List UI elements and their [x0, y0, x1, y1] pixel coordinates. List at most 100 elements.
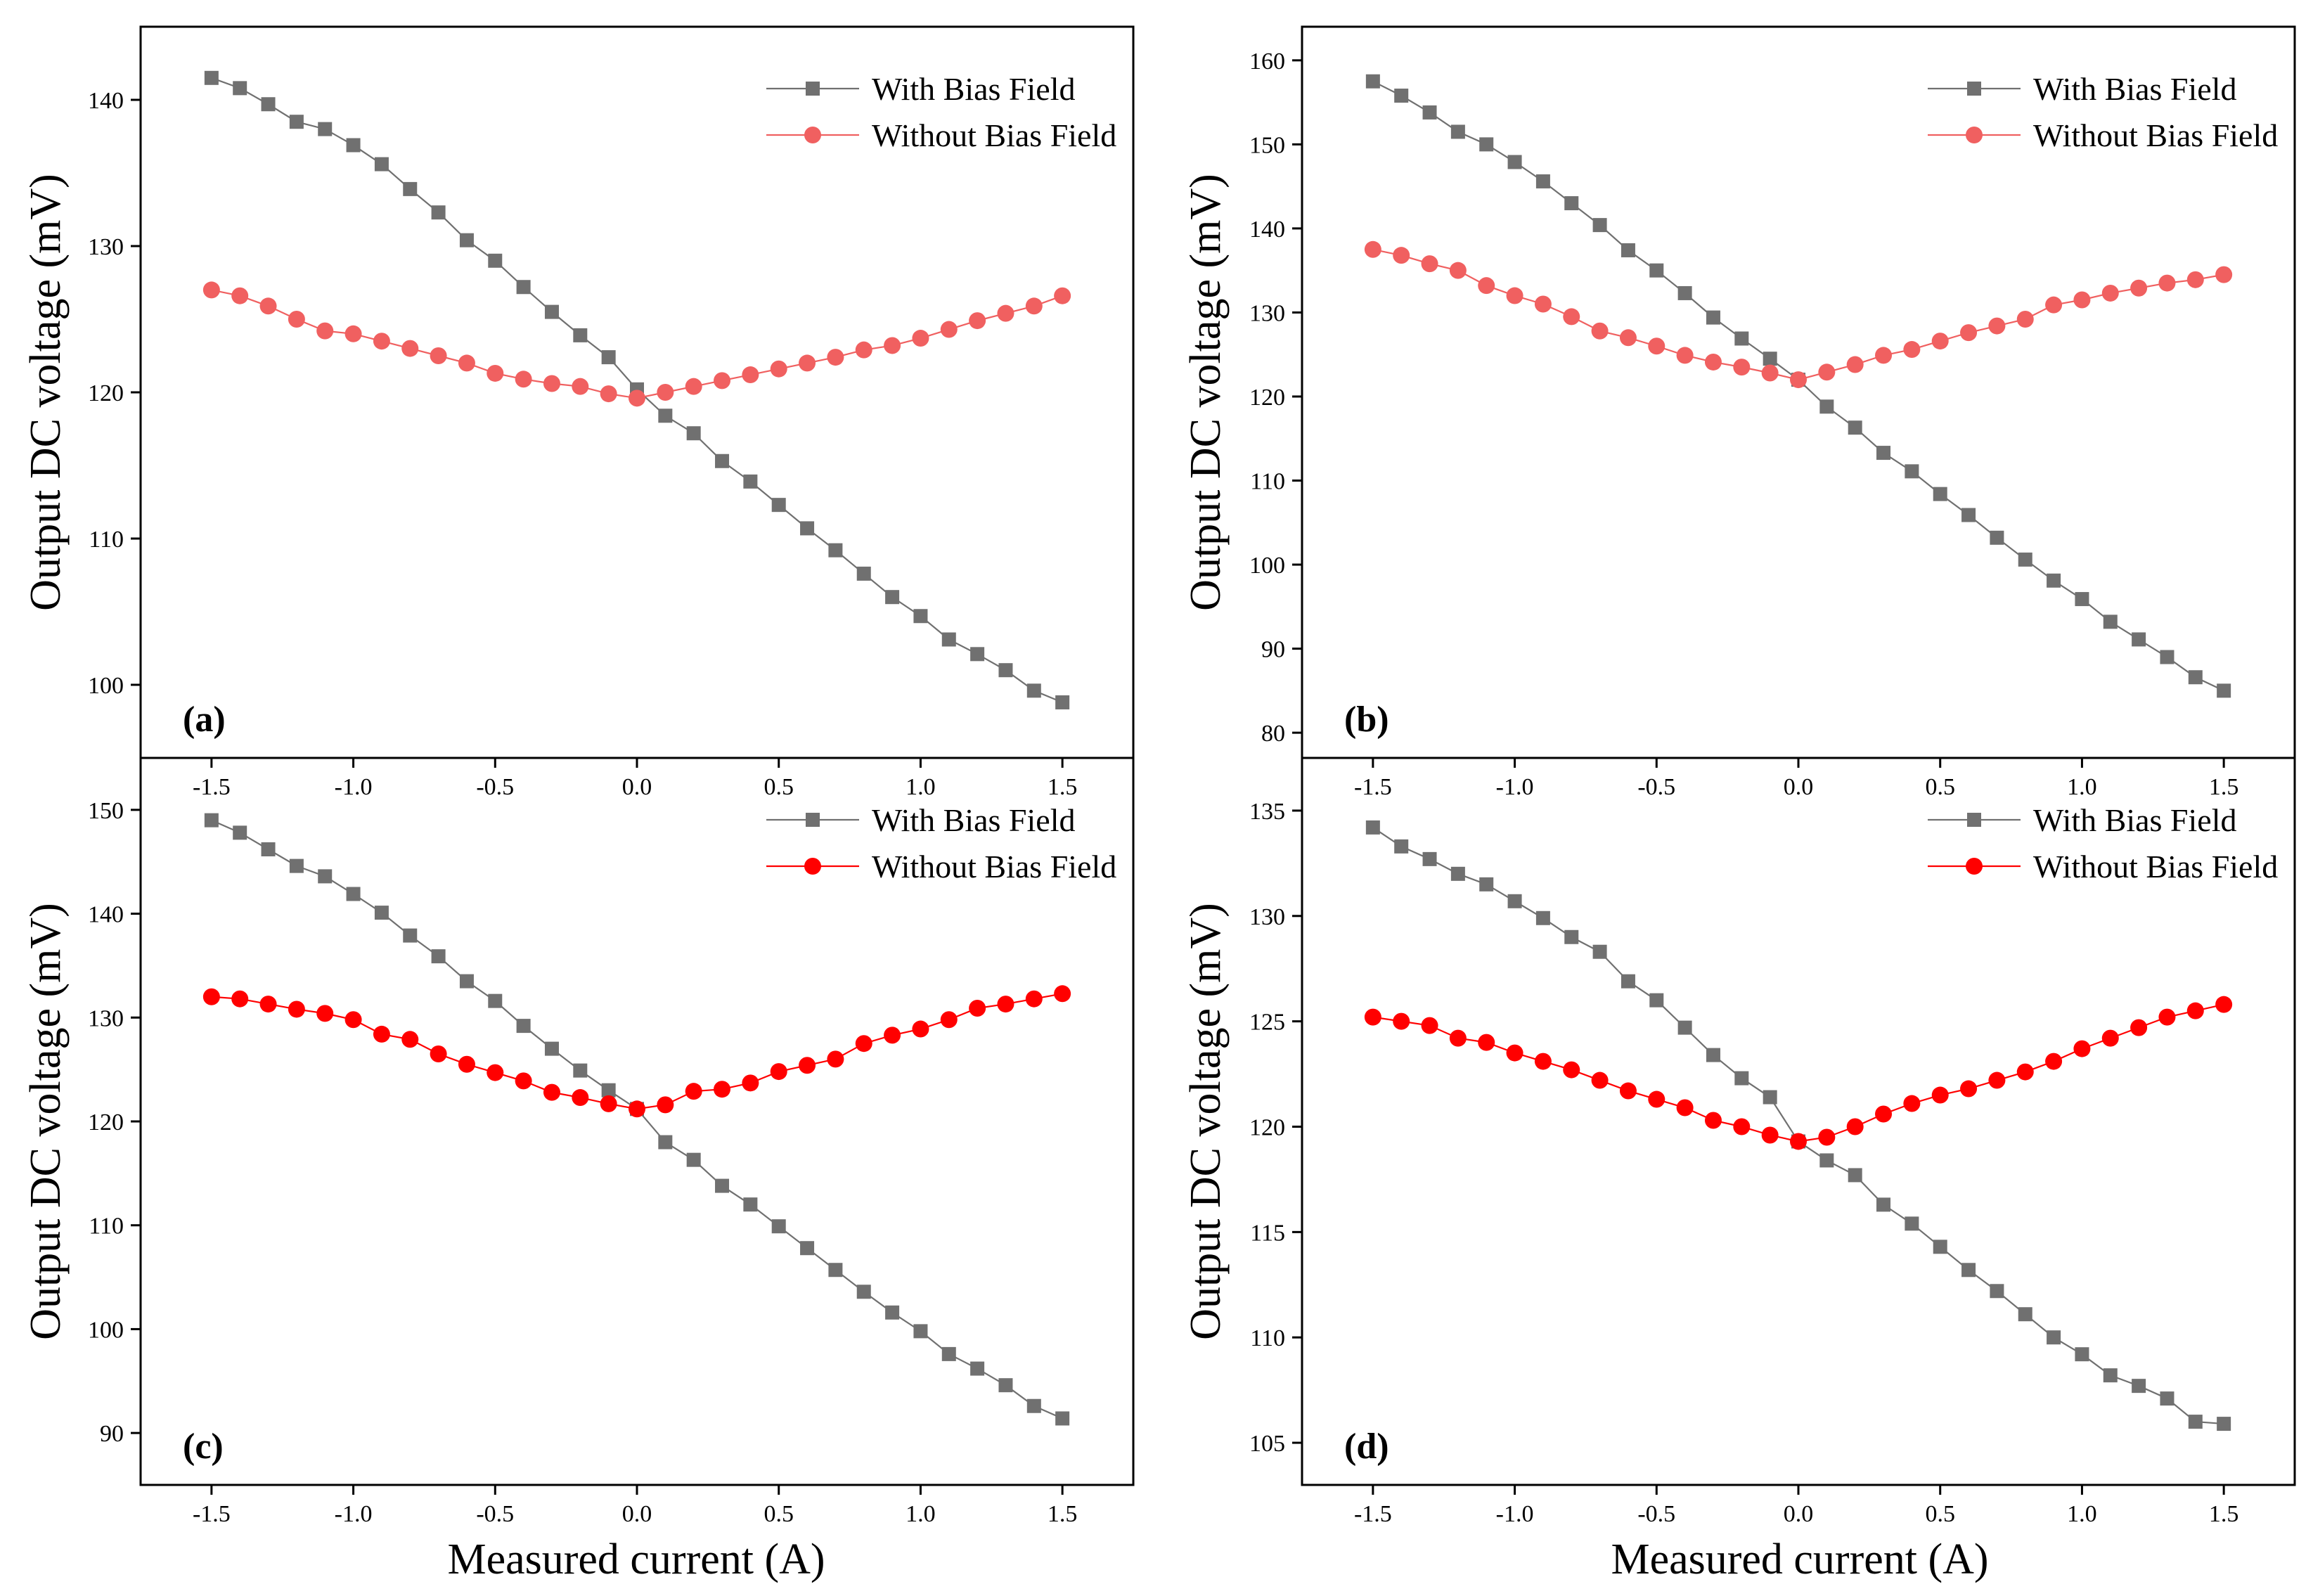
data-point-without-bias	[1619, 329, 1637, 347]
data-point-without-bias	[259, 996, 277, 1013]
data-point-without-bias	[288, 311, 305, 328]
data-point-with-bias	[2018, 552, 2032, 567]
x-tick-label: 0.5	[764, 1501, 794, 1527]
data-point-without-bias	[401, 1031, 419, 1048]
data-point-without-bias	[1818, 1128, 1836, 1146]
data-point-without-bias	[685, 378, 702, 395]
data-point-with-bias	[1479, 877, 1494, 892]
x-axis-title-right: Measured current (A)	[1611, 1536, 1988, 1583]
y-tick-label: 100	[88, 1317, 124, 1343]
y-tick-label: 90	[1261, 637, 1285, 663]
data-point-with-bias	[2103, 614, 2118, 629]
x-tick-label: 1.0	[2067, 774, 2097, 800]
y-tick-label: 105	[1249, 1431, 1285, 1457]
x-tick-label: 1.5	[1048, 774, 1078, 800]
data-point-without-bias	[1648, 337, 1666, 355]
x-tick-label: 1.5	[1048, 1501, 1078, 1527]
y-tick-label: 110	[1250, 469, 1285, 495]
legend-label: Without Bias Field	[2033, 117, 2278, 153]
data-point-without-bias	[1421, 255, 1438, 273]
data-point-without-bias	[373, 1025, 390, 1043]
data-point-with-bias	[1990, 530, 2004, 545]
data-point-without-bias	[1364, 240, 1381, 258]
data-point-without-bias	[1563, 1061, 1580, 1079]
y-tick-label: 120	[1249, 385, 1285, 411]
data-point-without-bias	[487, 364, 504, 382]
y-tick-label: 130	[1249, 904, 1285, 930]
data-point-without-bias	[2101, 284, 2119, 302]
data-point-with-bias	[318, 869, 333, 884]
y-tick-label: 110	[89, 1214, 124, 1240]
data-point-without-bias	[344, 325, 362, 342]
data-point-with-bias	[459, 233, 474, 247]
data-point-with-bias	[233, 825, 247, 840]
data-point-without-bias	[1393, 1012, 1410, 1030]
x-tick-label: -0.5	[1637, 1501, 1675, 1527]
data-point-without-bias	[1818, 363, 1836, 381]
data-point-with-bias	[374, 906, 389, 920]
x-tick-label: -0.5	[476, 774, 514, 800]
x-tick-label: 0.5	[764, 774, 794, 800]
data-point-without-bias	[912, 1020, 929, 1038]
data-point-with-bias	[686, 1152, 701, 1167]
y-axis-title-bottom-left: Output DC voltage (mV)	[22, 903, 70, 1340]
data-point-without-bias	[1676, 347, 1694, 364]
data-point-with-bias	[1365, 820, 1380, 835]
x-tick-label: 1.0	[2067, 1501, 2097, 1527]
data-point-with-bias	[233, 81, 247, 96]
data-point-with-bias	[1649, 263, 1664, 278]
data-point-without-bias	[401, 340, 419, 357]
chart-panel-d: -1.5 -1.0 -0.5 0.0 0.5 1.0 1.5 105 110 115 120 125 1…	[1249, 757, 2296, 1527]
x-tick-label: -0.5	[1637, 774, 1675, 800]
data-point-with-bias	[856, 566, 871, 581]
data-point-without-bias	[316, 322, 334, 340]
data-point-without-bias	[1393, 247, 1410, 264]
data-point-with-bias	[658, 1135, 673, 1150]
data-point-without-bias	[997, 304, 1014, 322]
data-point-without-bias	[2045, 1053, 2063, 1070]
legend-marker-square	[806, 82, 820, 96]
data-point-with-bias	[1933, 487, 1947, 501]
data-point-without-bias	[770, 1063, 787, 1081]
data-point-with-bias	[1055, 695, 1070, 709]
data-point-without-bias	[202, 988, 220, 1005]
data-point-without-bias	[1478, 277, 1495, 295]
data-point-with-bias	[1507, 155, 1522, 169]
data-point-with-bias	[1990, 1284, 2004, 1299]
data-point-with-bias	[488, 993, 503, 1008]
data-point-with-bias	[573, 328, 588, 342]
data-point-without-bias	[1931, 333, 1949, 350]
data-point-with-bias	[715, 1178, 730, 1193]
data-point-without-bias	[1506, 1044, 1523, 1062]
data-point-with-bias	[2047, 573, 2061, 588]
data-point-with-bias	[1649, 993, 1664, 1008]
data-point-with-bias	[431, 205, 446, 220]
data-point-without-bias	[827, 349, 844, 366]
data-point-with-bias	[1876, 446, 1891, 461]
legend-marker-circle	[804, 127, 821, 143]
data-point-without-bias	[1534, 1053, 1552, 1070]
data-point-with-bias	[289, 115, 304, 129]
data-point-without-bias	[2215, 996, 2233, 1013]
data-point-with-bias	[1450, 866, 1465, 881]
data-point-with-bias	[800, 521, 815, 536]
data-point-without-bias	[600, 385, 617, 403]
data-point-without-bias	[799, 354, 816, 372]
data-point-with-bias	[941, 1346, 956, 1361]
data-point-with-bias	[1592, 218, 1607, 233]
x-tick-label: -1.5	[193, 774, 231, 800]
data-point-with-bias	[2217, 683, 2231, 698]
data-point-with-bias	[516, 1019, 531, 1034]
data-point-with-bias	[998, 1378, 1013, 1393]
legend-marker-square	[806, 813, 820, 827]
y-tick-label: 130	[1249, 300, 1285, 326]
y-tick-label: 140	[1249, 217, 1285, 243]
data-point-with-bias	[488, 253, 503, 268]
data-point-without-bias	[1761, 1126, 1779, 1144]
data-point-without-bias	[231, 990, 249, 1008]
data-point-with-bias	[1876, 1197, 1891, 1212]
data-point-without-bias	[1506, 287, 1523, 304]
data-point-with-bias	[1535, 174, 1550, 188]
data-point-with-bias	[544, 1041, 559, 1056]
